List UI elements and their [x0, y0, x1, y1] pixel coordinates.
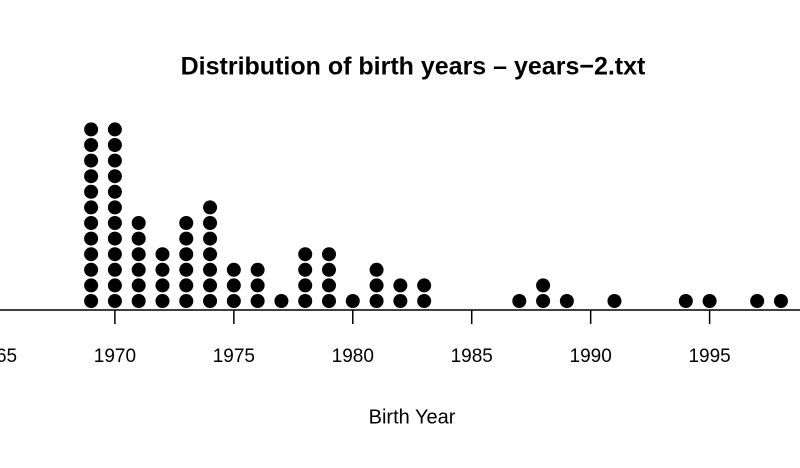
x-tick-label: 1970	[94, 346, 136, 367]
dot	[107, 169, 122, 184]
x-tick-label: 1985	[451, 346, 493, 367]
dot	[250, 278, 265, 293]
dot	[155, 247, 170, 262]
dot	[321, 278, 336, 293]
dot	[155, 262, 170, 277]
dot	[274, 294, 289, 308]
dot	[84, 294, 99, 308]
dot	[345, 294, 360, 308]
dot	[131, 216, 146, 230]
dot	[131, 278, 146, 293]
dot	[203, 247, 218, 262]
dot	[369, 294, 384, 308]
dot	[417, 278, 432, 293]
dot	[393, 278, 408, 293]
dot	[226, 294, 241, 308]
dot	[84, 153, 99, 168]
dot	[250, 294, 265, 308]
dot	[393, 294, 408, 308]
x-tick-label: 1990	[570, 346, 612, 367]
dot	[107, 184, 122, 199]
dot	[107, 247, 122, 262]
dot	[84, 247, 99, 262]
dot	[321, 294, 336, 308]
dot	[84, 184, 99, 199]
dot	[131, 294, 146, 308]
dot	[226, 262, 241, 277]
dot	[107, 153, 122, 168]
dot	[536, 278, 551, 293]
dot	[702, 294, 717, 308]
dot	[536, 294, 551, 308]
dot	[107, 138, 122, 152]
x-tick-label: 1980	[332, 346, 374, 367]
dot	[678, 294, 693, 308]
dot	[203, 262, 218, 277]
dot	[607, 294, 622, 308]
x-tick-label: 1975	[213, 346, 255, 367]
dot	[84, 200, 99, 215]
dot	[226, 278, 241, 293]
dot	[203, 294, 218, 308]
dot	[179, 262, 194, 277]
dot	[131, 247, 146, 262]
dot	[417, 294, 432, 308]
dot	[321, 247, 336, 262]
x-tick-label: 1965	[0, 346, 17, 367]
dot	[250, 262, 265, 277]
dot	[369, 278, 384, 293]
dot	[131, 262, 146, 277]
dot	[155, 294, 170, 308]
dot	[559, 294, 574, 308]
dot	[84, 138, 99, 152]
dot	[155, 278, 170, 293]
dot	[203, 278, 218, 293]
dot	[179, 247, 194, 262]
dot	[179, 231, 194, 246]
dot	[773, 294, 788, 308]
dot	[369, 262, 384, 277]
dot	[84, 216, 99, 230]
dot	[179, 294, 194, 308]
dot	[107, 278, 122, 293]
dot	[84, 169, 99, 184]
dot	[203, 200, 218, 215]
x-tick-label: 1995	[688, 346, 730, 367]
dot	[107, 231, 122, 246]
dot	[107, 216, 122, 230]
dot	[298, 278, 313, 293]
dot	[321, 262, 336, 277]
dot	[131, 231, 146, 246]
dot	[107, 294, 122, 308]
dot	[84, 278, 99, 293]
dot	[179, 278, 194, 293]
dot	[107, 122, 122, 137]
dot	[203, 231, 218, 246]
dot	[107, 200, 122, 215]
dot	[84, 231, 99, 246]
x-axis-label: Birth Year	[369, 406, 456, 428]
dot	[203, 216, 218, 230]
dot	[298, 294, 313, 308]
dot	[107, 262, 122, 277]
dot	[750, 294, 765, 308]
dot	[298, 262, 313, 277]
dot	[84, 262, 99, 277]
dot	[84, 122, 99, 137]
dot	[512, 294, 527, 308]
dot	[179, 216, 194, 230]
chart-title: Distribution of birth years – years−2.tx…	[181, 53, 646, 81]
dot	[298, 247, 313, 262]
